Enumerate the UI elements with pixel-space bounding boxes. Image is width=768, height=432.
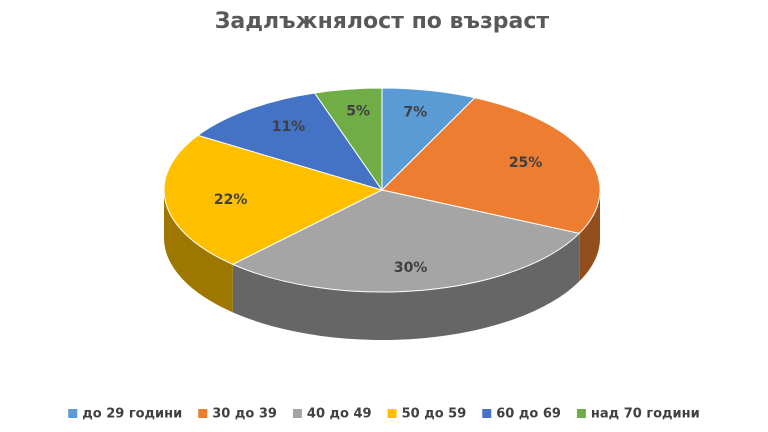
data-label: 5% bbox=[346, 103, 370, 119]
slice bbox=[196, 92, 384, 191]
legend-label: 40 до 49 bbox=[307, 407, 372, 422]
data-label: 7% bbox=[403, 104, 427, 120]
slice bbox=[163, 134, 384, 265]
legend-swatch bbox=[576, 409, 586, 418]
legend-swatch bbox=[292, 409, 302, 418]
legend-label: над 70 години bbox=[591, 407, 700, 422]
legend-swatch bbox=[482, 409, 492, 418]
slice-side bbox=[232, 233, 580, 341]
slice bbox=[313, 87, 383, 192]
data-label: 22% bbox=[214, 192, 248, 208]
slice bbox=[380, 97, 601, 234]
legend-swatch bbox=[387, 409, 397, 418]
data-label: 30% bbox=[394, 260, 428, 276]
slice bbox=[231, 189, 581, 293]
legend: до 29 години 30 до 39 40 до 49 50 до 59 60 д… bbox=[68, 407, 700, 422]
chart-title: Задлъжнялост по възраст bbox=[215, 9, 550, 34]
legend-label: 50 до 59 bbox=[402, 407, 467, 422]
data-label: 25% bbox=[509, 155, 543, 171]
legend-swatch bbox=[198, 409, 208, 418]
data-label: 11% bbox=[272, 119, 306, 135]
slice-side bbox=[164, 190, 233, 313]
legend-label: 30 до 39 bbox=[212, 407, 277, 422]
legend-label: 60 до 69 bbox=[496, 407, 561, 422]
legend-swatch bbox=[68, 409, 78, 418]
legend-label: до 29 години bbox=[82, 407, 182, 422]
